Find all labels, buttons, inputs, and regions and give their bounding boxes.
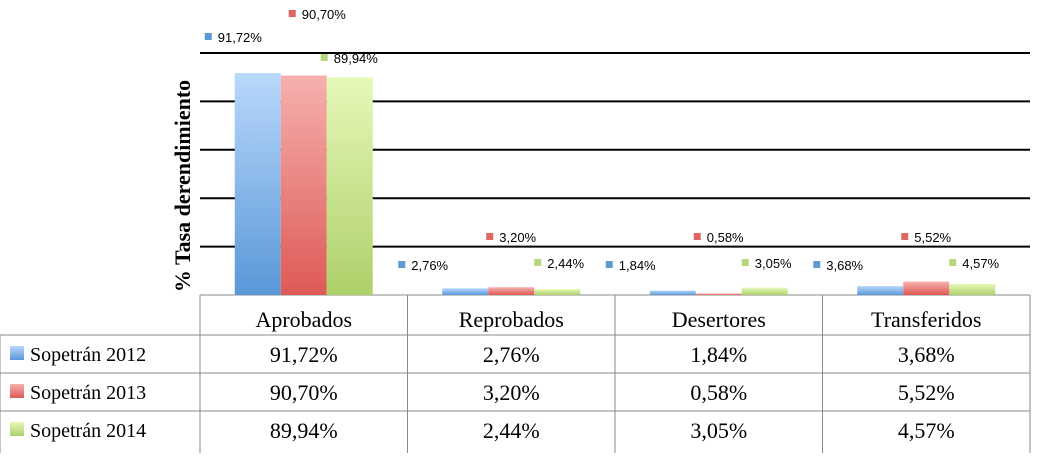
- data-label-marker: [486, 233, 494, 240]
- data-label-marker: [320, 54, 328, 61]
- bar: [326, 77, 373, 295]
- data-label-marker: [693, 233, 701, 240]
- bar: [903, 281, 950, 295]
- bar: [857, 286, 904, 295]
- category-label: Desertores: [672, 307, 766, 332]
- data-label-marker: [901, 233, 909, 240]
- legend-swatch: [10, 346, 24, 360]
- legend-swatch: [10, 422, 24, 436]
- legend-swatch: [10, 384, 24, 398]
- bar: [280, 75, 327, 295]
- data-label-marker: [204, 33, 212, 40]
- table-cell: 90,70%: [270, 380, 338, 405]
- data-label: 91,72%: [218, 30, 263, 45]
- bar: [488, 287, 535, 295]
- bar: [949, 283, 996, 295]
- y-axis-label: % Tasa derendimiento: [170, 80, 195, 292]
- category-label: Transferidos: [871, 307, 981, 332]
- data-label: 3,68%: [826, 258, 863, 273]
- legend-series-name: Sopetrán 2012: [30, 344, 146, 366]
- data-label: 89,94%: [334, 51, 379, 66]
- table-cell: 0,58%: [690, 380, 747, 405]
- legend-series-name: Sopetrán 2013: [30, 382, 146, 404]
- table-cell: 3,05%: [690, 418, 747, 443]
- data-label: 1,84%: [619, 258, 656, 273]
- data-label: 90,70%: [302, 7, 347, 22]
- legend-series-name: Sopetrán 2014: [30, 420, 146, 442]
- data-table: Aprobados Reprobados Desertores Transferido…: [0, 295, 1031, 453]
- table-cell: 89,94%: [270, 418, 338, 443]
- table-cell: 91,72%: [270, 342, 338, 367]
- data-label: 2,76%: [411, 258, 448, 273]
- bar: [234, 73, 281, 295]
- bars: [234, 73, 996, 295]
- table-cell: 3,20%: [483, 380, 540, 405]
- data-label: 3,05%: [755, 256, 792, 271]
- data-labels: 91,72% 90,70% 89,94% 2,76% 3,20% 2,44% 1,84% 0,…: [204, 7, 1000, 273]
- bar: [741, 287, 788, 295]
- category-label: Reprobados: [459, 307, 564, 332]
- data-label-marker: [398, 261, 406, 268]
- data-label: 3,20%: [499, 230, 536, 245]
- data-label: 2,44%: [547, 256, 584, 271]
- data-label-marker: [288, 10, 296, 17]
- table-cell: 4,57%: [898, 418, 955, 443]
- table-cell: 5,52%: [898, 380, 955, 405]
- data-label-marker: [605, 261, 613, 268]
- table-cell: 1,84%: [690, 342, 747, 367]
- data-label-marker: [741, 259, 749, 266]
- table-cell: 2,76%: [483, 342, 540, 367]
- data-label-marker: [534, 259, 542, 266]
- bar: [534, 289, 581, 295]
- bar: [442, 288, 489, 295]
- data-label-marker: [949, 259, 957, 266]
- data-label: 5,52%: [914, 230, 951, 245]
- bar: [649, 290, 696, 295]
- table-cell: 2,44%: [483, 418, 540, 443]
- data-label-marker: [813, 261, 821, 268]
- data-label: 0,58%: [707, 230, 744, 245]
- bar: [695, 293, 742, 295]
- category-label: Aprobados: [255, 307, 352, 332]
- data-label: 4,57%: [962, 256, 999, 271]
- table-cell: 3,68%: [898, 342, 955, 367]
